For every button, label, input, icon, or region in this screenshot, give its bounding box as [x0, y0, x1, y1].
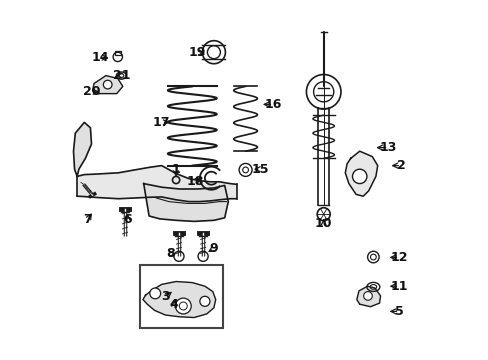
Text: 15: 15	[251, 163, 269, 176]
Text: 8: 8	[166, 247, 175, 260]
Text: 1: 1	[171, 163, 180, 176]
Circle shape	[103, 80, 112, 89]
Text: 7: 7	[83, 213, 92, 226]
Circle shape	[352, 169, 366, 184]
Text: 20: 20	[82, 85, 100, 98]
Text: 17: 17	[153, 116, 170, 129]
Circle shape	[175, 298, 191, 314]
Text: 13: 13	[379, 141, 396, 154]
Polygon shape	[345, 151, 377, 196]
Text: 18: 18	[186, 175, 203, 188]
Polygon shape	[77, 166, 236, 202]
Circle shape	[363, 292, 371, 300]
Polygon shape	[92, 76, 122, 94]
Text: 11: 11	[390, 280, 407, 293]
Text: 3: 3	[161, 291, 169, 303]
Text: 16: 16	[264, 98, 282, 111]
Bar	[140, 265, 223, 328]
Polygon shape	[356, 286, 380, 307]
Text: 9: 9	[209, 242, 218, 255]
Text: 21: 21	[113, 69, 131, 82]
Text: 6: 6	[123, 213, 132, 226]
Text: 10: 10	[314, 217, 332, 230]
Text: 12: 12	[390, 251, 407, 264]
Polygon shape	[73, 122, 91, 176]
Text: 2: 2	[396, 159, 405, 172]
Bar	[115, 51, 121, 55]
Circle shape	[149, 288, 160, 299]
Polygon shape	[142, 282, 215, 318]
Text: 5: 5	[394, 305, 403, 318]
Circle shape	[200, 296, 209, 306]
Text: 14: 14	[92, 51, 109, 64]
Text: 19: 19	[189, 46, 206, 59]
Polygon shape	[143, 184, 228, 221]
Text: 4: 4	[169, 298, 178, 311]
